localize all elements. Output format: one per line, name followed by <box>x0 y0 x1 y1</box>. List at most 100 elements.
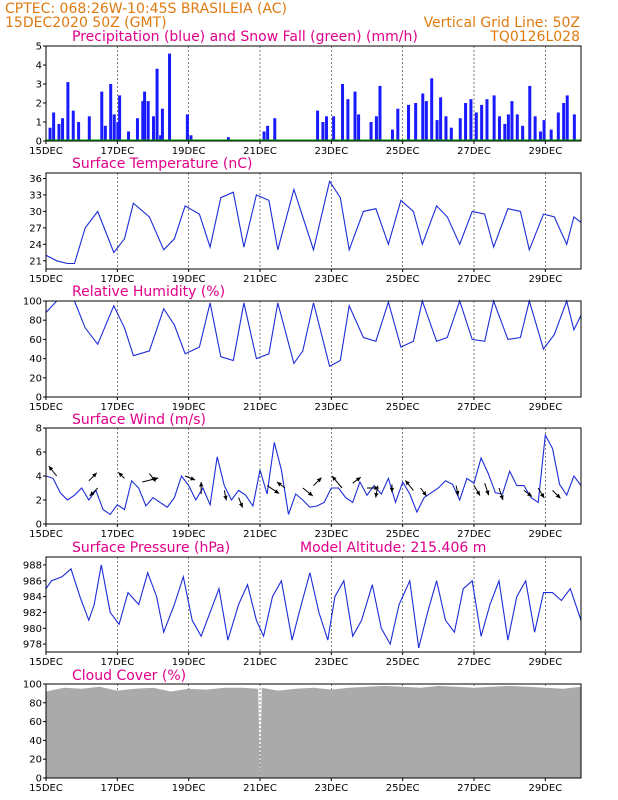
wind-arrow-head <box>48 466 54 471</box>
x-tick-label: 27DEC <box>457 529 491 540</box>
precip-bar <box>71 110 75 141</box>
series-line <box>45 433 582 516</box>
x-tick-label: 15DEC <box>29 529 63 540</box>
precip-bar <box>116 122 120 141</box>
y-tick-label: 30 <box>29 207 42 218</box>
x-tick-label: 27DEC <box>457 146 491 157</box>
x-tick-label: 23DEC <box>314 146 348 157</box>
x-tick-label: 15DEC <box>29 402 63 413</box>
y-tick-label: 6 <box>36 448 42 459</box>
wind-arrow-head <box>405 480 410 486</box>
panel-frame <box>45 300 582 398</box>
precip-bar <box>141 101 145 141</box>
wind-arrow-head <box>374 485 379 491</box>
wind-arrow-head <box>238 502 243 508</box>
y-tick-label: 0 <box>36 774 42 785</box>
precip-bar <box>556 112 560 141</box>
panel-frame <box>45 45 582 142</box>
precip-bar <box>449 127 453 141</box>
panel-frame <box>45 556 582 653</box>
series-line <box>45 564 582 649</box>
x-tick-label: 25DEC <box>386 529 420 540</box>
precip-bar <box>515 114 519 141</box>
pressure-plot: 978 980 982 984 986 988 15DEC 17DEC 19DEC 21DEC 23… <box>23 556 582 668</box>
x-tick-label: 25DEC <box>386 146 420 157</box>
precip-bar <box>127 131 131 141</box>
panel-frame <box>45 172 582 270</box>
cloud-plot: 0 20 40 60 80 100 15DEC 17DEC 19DEC 21DEC 23DEC 25D… <box>23 680 582 794</box>
x-tick-label: 29DEC <box>528 529 562 540</box>
x-tick-label: 21DEC <box>243 529 277 540</box>
x-tick-label: 21DEC <box>243 274 277 285</box>
precip-bar <box>503 123 507 141</box>
y-tick-label: 4 <box>36 472 42 483</box>
precip-bar <box>414 103 418 141</box>
x-tick-label: 29DEC <box>528 146 562 157</box>
wind-arrow-head <box>198 482 204 487</box>
y-tick-label: 2 <box>36 99 42 110</box>
y-tick-label: 24 <box>29 240 42 251</box>
precip-bar <box>155 68 159 141</box>
x-tick-label: 25DEC <box>386 657 420 668</box>
precip-bar <box>324 116 328 141</box>
x-tick-label: 19DEC <box>172 529 206 540</box>
y-tick-label: 5 <box>36 42 42 53</box>
precip-bar <box>262 131 266 141</box>
precip-bar <box>510 101 514 141</box>
x-tick-label: 17DEC <box>100 274 134 285</box>
y-tick-label: 40 <box>29 736 42 747</box>
wind-arrow-head <box>555 493 561 499</box>
x-tick-label: 25DEC <box>386 274 420 285</box>
wind-arrow-head <box>422 491 427 496</box>
precip-bar <box>444 116 448 141</box>
y-tick-label: 0 <box>36 393 42 404</box>
wind-arrow-head <box>274 489 280 494</box>
precip-bar <box>435 120 439 141</box>
temperature-panel-title: Surface Temperature (nC) <box>72 156 253 172</box>
temperature-panel: Surface Temperature (nC) 21 24 27 30 33 36 15D… <box>29 156 582 285</box>
x-tick-label: 19DEC <box>172 146 206 157</box>
y-tick-label: 80 <box>29 316 42 327</box>
y-tick-label: 1 <box>36 118 42 129</box>
precip-bar <box>572 114 576 141</box>
humidity-panel-title: Relative Humidity (%) <box>72 284 225 300</box>
precip-bar <box>189 135 193 141</box>
y-tick-label: 986 <box>23 576 42 587</box>
precip-bar <box>273 118 277 141</box>
precip-bar <box>109 84 113 141</box>
precip-bar <box>57 123 61 141</box>
wind-arrow-head <box>118 472 124 478</box>
precip-bar <box>100 91 104 141</box>
wind-arrow-head <box>190 476 196 481</box>
precip-bar <box>565 95 569 141</box>
cloud-cover-area <box>46 685 581 778</box>
precip-bar <box>562 103 566 141</box>
precip-bar <box>458 118 462 141</box>
x-tick-label: 17DEC <box>100 402 134 413</box>
wind-arrow-head <box>455 490 460 496</box>
precip-bar <box>341 84 345 141</box>
precip-bar <box>369 122 373 141</box>
precip-bar <box>353 91 357 141</box>
x-tick-label: 17DEC <box>100 657 134 668</box>
precip-bar <box>143 91 147 141</box>
precip-bar <box>146 101 150 141</box>
precip-bar <box>87 116 91 141</box>
x-tick-label: 25DEC <box>386 783 420 794</box>
precip-bar <box>332 116 336 141</box>
precip-bar <box>390 129 394 141</box>
cloud-panel: Cloud Cover (%) 0 20 40 60 80 100 15DEC 17DEC 19… <box>23 668 582 794</box>
y-tick-label: 0 <box>36 137 42 148</box>
wind-arrow-head <box>389 487 395 493</box>
wind-arrow-head <box>527 491 532 497</box>
x-tick-label: 23DEC <box>314 529 348 540</box>
header-location: CPTEC: 068:26W-10:45S BRASILEIA (AC) <box>5 1 287 17</box>
x-tick-label: 15DEC <box>29 783 63 794</box>
y-tick-label: 80 <box>29 698 42 709</box>
y-tick-label: 980 <box>23 624 42 635</box>
y-tick-label: 33 <box>29 190 42 201</box>
x-tick-label: 17DEC <box>100 529 134 540</box>
pressure-panel-title: Surface Pressure (hPa) <box>72 540 230 556</box>
y-tick-label: 4 <box>36 61 42 72</box>
precip-bar <box>159 135 163 141</box>
